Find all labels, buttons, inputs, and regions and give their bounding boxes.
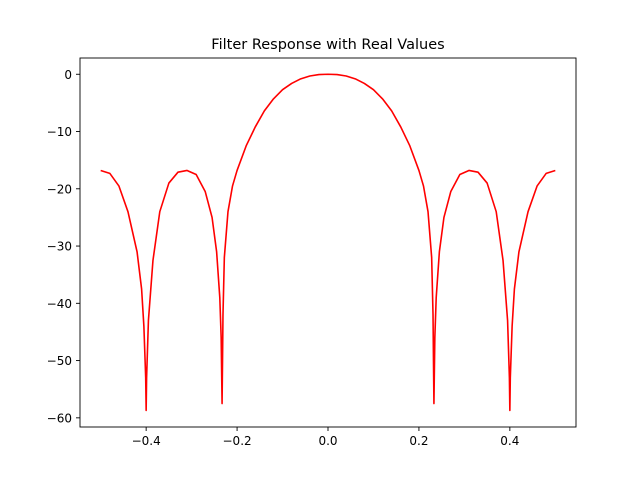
y-tick-label: −20	[47, 182, 72, 196]
y-tick-label: −30	[47, 240, 72, 254]
y-tick-label: −60	[47, 411, 72, 425]
x-tick-label: 0.4	[500, 434, 519, 448]
x-tick-label: 0.2	[409, 434, 428, 448]
x-tick-label: 0.0	[318, 434, 337, 448]
y-tick-label: −40	[47, 297, 72, 311]
y-tick-label: −10	[47, 125, 72, 139]
x-tick-label: −0.2	[223, 434, 252, 448]
y-tick-label: 0	[64, 68, 72, 82]
chart-title: Filter Response with Real Values	[211, 37, 444, 53]
x-tick-label: −0.4	[132, 434, 161, 448]
plot-area	[100, 73, 556, 412]
y-tick-label: −50	[47, 354, 72, 368]
axes-frame	[79, 57, 577, 428]
axes: −0.4 −0.2 0.0 0.2 0.4 0 −10 −20 −30 −40 −50 −60	[47, 57, 577, 448]
series-line-0	[100, 73, 556, 412]
